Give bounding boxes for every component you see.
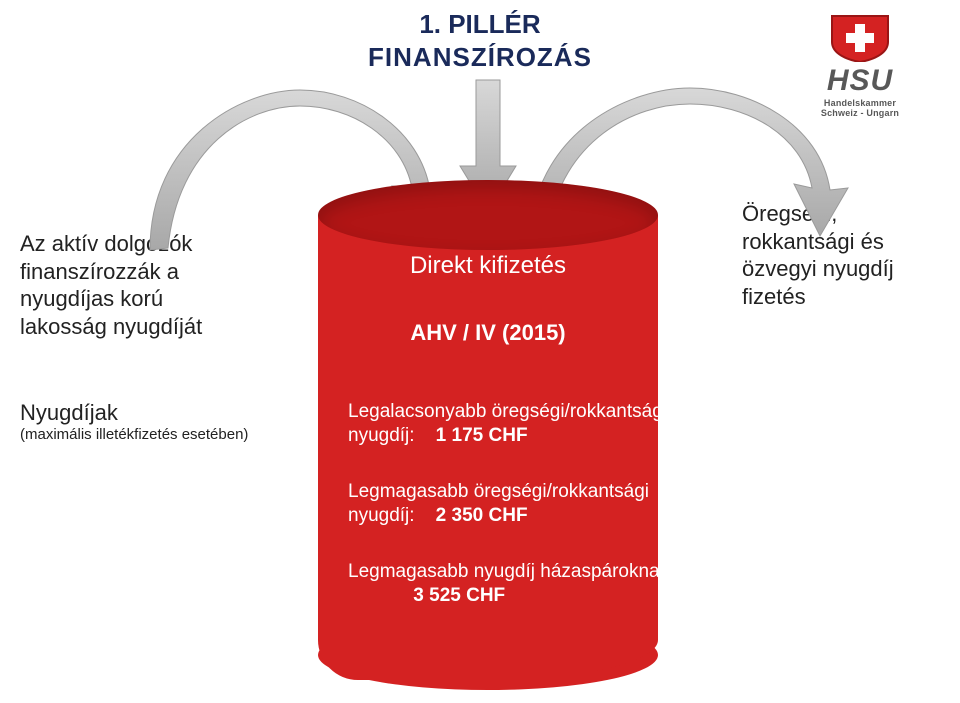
pillar-cylinder: Direkt kifizetés AHV / IV (2015) Legalac… bbox=[318, 180, 658, 680]
slide-canvas: 1. PILLÉR FINANSZÍROZÁS HSU Handelskamme… bbox=[0, 0, 960, 703]
swiss-shield-icon bbox=[828, 12, 892, 62]
cylinder-block-2: Legmagasabb öregségi/rokkantsági nyugdíj… bbox=[348, 480, 678, 528]
pension-label-line2: (maximális illetékfizetés esetében) bbox=[20, 426, 300, 444]
block2-value: 2 350 CHF bbox=[436, 505, 528, 526]
cylinder-top bbox=[318, 180, 658, 250]
block3-value: 3 525 CHF bbox=[413, 585, 505, 606]
block1-value: 1 175 CHF bbox=[436, 425, 528, 446]
cylinder-block-1: Legalacsonyabb öregségi/rokkantsági nyug… bbox=[348, 400, 678, 448]
cylinder-header: Direkt kifizetés AHV / IV (2015) bbox=[318, 250, 658, 346]
pension-label: Nyugdíjak (maximális illetékfizetés eset… bbox=[20, 400, 300, 444]
ahv-label: AHV / IV (2015) bbox=[318, 320, 658, 346]
pension-label-line1: Nyugdíjak bbox=[20, 400, 300, 426]
cylinder-block-3: Legmagasabb nyugdíj házaspároknak: 3 525… bbox=[348, 560, 678, 608]
block3-label: Legmagasabb nyugdíj házaspároknak: bbox=[348, 561, 674, 582]
direkt-label: Direkt kifizetés bbox=[318, 252, 658, 280]
